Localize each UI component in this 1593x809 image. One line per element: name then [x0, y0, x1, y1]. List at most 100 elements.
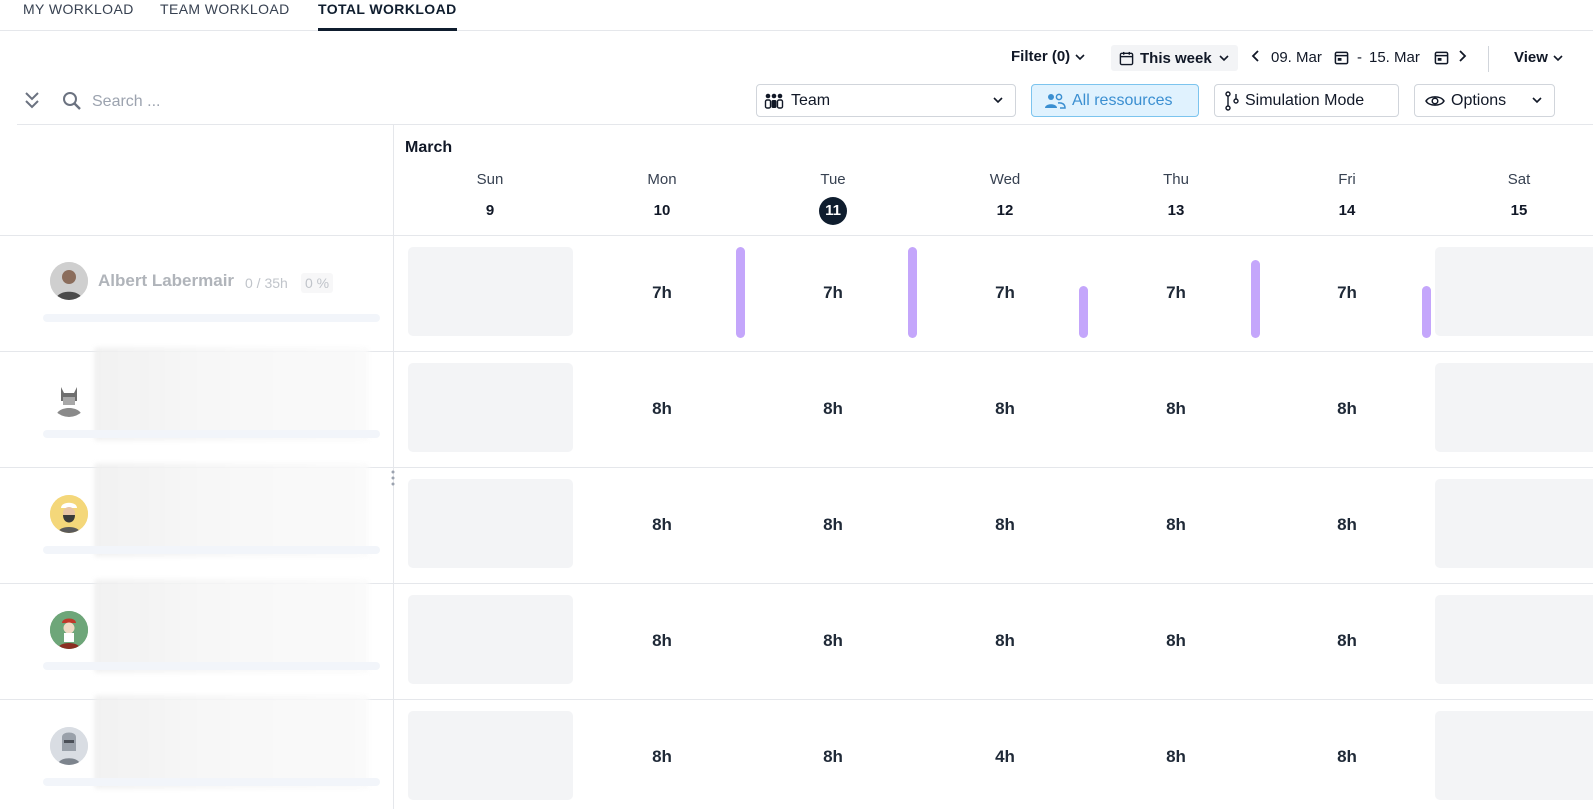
tab-my-workload[interactable]: MY WORKLOAD [23, 1, 134, 17]
search-input[interactable] [92, 88, 392, 116]
day-name: Mon [647, 171, 677, 188]
resource-hours: 0 / 35h [245, 275, 288, 291]
weekend-cell [1435, 247, 1593, 336]
day-hours: 8h [1166, 631, 1186, 650]
view-button[interactable]: View [1514, 49, 1564, 66]
simulation-mode-button[interactable]: Simulation Mode [1214, 84, 1399, 117]
chevron-down-icon [1075, 53, 1085, 60]
day-number: 12 [996, 202, 1014, 219]
load-bar[interactable] [1079, 286, 1088, 338]
day-hours: 8h [823, 747, 843, 766]
day-hours: 7h [652, 283, 672, 302]
period-dropdown[interactable]: This week [1111, 45, 1238, 71]
day-name: Sat [1507, 171, 1531, 188]
team-label: Team [791, 91, 831, 109]
date-separator: - [1357, 49, 1362, 66]
capacity-progress [43, 546, 380, 554]
knight-avatar-icon [50, 727, 88, 765]
month-label: March [405, 139, 453, 156]
load-bar[interactable] [908, 247, 917, 338]
avatar[interactable] [50, 495, 88, 533]
row-divider [0, 699, 1593, 700]
day-header-wed: Wed 12 [955, 171, 1055, 225]
resize-handle-icon[interactable] [390, 469, 396, 487]
day-hours: 4h [995, 747, 1015, 766]
capacity-progress [43, 430, 380, 438]
day-hours: 8h [652, 515, 672, 534]
weekend-cell [1435, 479, 1593, 568]
resource-name[interactable]: Albert Labermair [98, 271, 235, 290]
day-hours: 8h [823, 515, 843, 534]
next-week-button[interactable] [1456, 47, 1468, 70]
chevron-left-icon [1251, 50, 1259, 62]
redacted-name [94, 695, 369, 789]
day-hours: 8h [995, 515, 1015, 534]
avatar[interactable] [50, 727, 88, 765]
all-resources-button[interactable]: All ressources [1031, 84, 1199, 117]
weekend-cell [408, 595, 573, 684]
previous-week-button[interactable] [1250, 47, 1262, 70]
row-divider [0, 351, 1593, 352]
weekend-cell [1435, 595, 1593, 684]
day-number: 9 [485, 202, 495, 219]
day-hours: 7h [823, 283, 843, 302]
day-hours: 8h [1337, 399, 1357, 418]
load-bar[interactable] [1422, 286, 1431, 338]
collapse-all-icon[interactable] [22, 89, 42, 113]
capacity-progress [43, 314, 380, 322]
team-select[interactable]: Team [756, 84, 1016, 117]
filter-button[interactable]: Filter (0) [1011, 48, 1086, 65]
load-bar[interactable] [736, 247, 745, 338]
day-hours: 8h [995, 631, 1015, 650]
workload-tabs: MY WORKLOAD TEAM WORKLOAD TOTAL WORKLOAD [0, 0, 1593, 31]
day-hours: 8h [823, 399, 843, 418]
chevron-down-icon [1532, 97, 1542, 104]
date-to-calendar-icon[interactable] [1434, 50, 1449, 65]
tab-total-workload[interactable]: TOTAL WORKLOAD [318, 0, 457, 31]
day-number: 14 [1338, 202, 1356, 219]
day-hours: 8h [652, 399, 672, 418]
tab-team-workload[interactable]: TEAM WORKLOAD [160, 1, 290, 17]
eye-icon [1425, 95, 1445, 106]
day-header-sun: Sun 9 [440, 171, 540, 225]
load-bar[interactable] [1251, 260, 1260, 338]
day-hours: 8h [1166, 515, 1186, 534]
day-hours: 8h [1166, 747, 1186, 766]
day-name: Wed [989, 171, 1021, 188]
avatar[interactable] [50, 262, 88, 300]
filter-label: Filter (0) [1011, 48, 1071, 65]
person-photo-icon [50, 262, 88, 300]
calendar-icon [1119, 51, 1134, 65]
day-hours: 7h [1337, 283, 1357, 302]
day-hours: 8h [1166, 399, 1186, 418]
day-header-sat: Sat 15 [1469, 171, 1569, 225]
character-avatar-icon [50, 611, 88, 649]
date-from-calendar-icon[interactable] [1334, 50, 1349, 65]
day-hours: 8h [1337, 747, 1357, 766]
period-label: This week [1140, 49, 1212, 67]
chevron-down-icon [1553, 54, 1563, 61]
all-resources-label: All ressources [1072, 91, 1173, 109]
day-hours: 7h [1166, 283, 1186, 302]
weekend-cell [408, 711, 573, 800]
redacted-name [94, 579, 369, 673]
day-hours: 8h [995, 399, 1015, 418]
day-number: 10 [653, 202, 671, 219]
day-name: Sun [476, 171, 504, 188]
avatar[interactable] [50, 379, 88, 417]
chevron-down-icon [1219, 55, 1229, 62]
resource-percent: 0 % [301, 273, 334, 293]
options-label: Options [1451, 91, 1507, 109]
weekend-cell [1435, 711, 1593, 800]
chevron-down-icon [993, 97, 1003, 104]
weekend-cell [408, 247, 573, 336]
options-dropdown[interactable]: Options [1414, 84, 1555, 117]
day-header-mon: Mon 10 [612, 171, 712, 225]
day-hours: 8h [1337, 631, 1357, 650]
toolbar-divider [1488, 46, 1489, 72]
avatar[interactable] [50, 611, 88, 649]
capacity-progress [43, 778, 380, 786]
day-name: Fri [1338, 171, 1356, 188]
search-icon [63, 92, 81, 110]
weekend-cell [408, 479, 573, 568]
